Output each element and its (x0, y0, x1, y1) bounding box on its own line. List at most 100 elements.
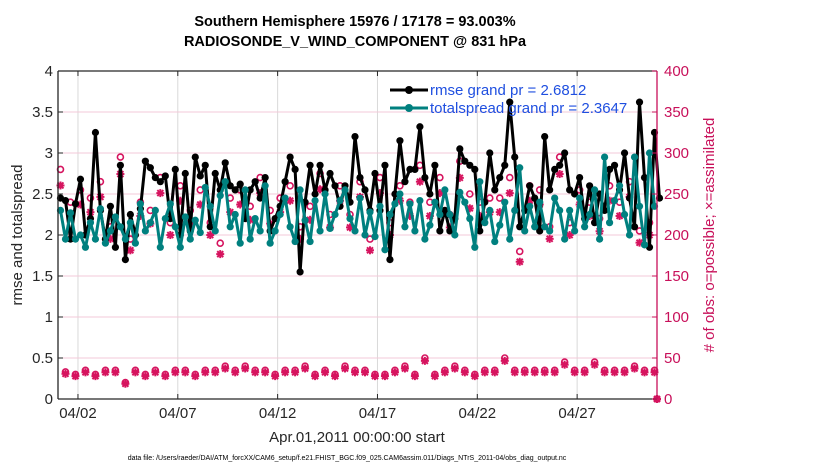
rmse-point (121, 256, 129, 264)
obs-assimilated-point (281, 368, 290, 377)
obs-assimilated-point (560, 360, 569, 369)
rmse-point (476, 227, 484, 235)
star-stroke (141, 372, 150, 380)
star-stroke (506, 189, 514, 197)
rmse-point (386, 256, 394, 264)
totalspread-point (396, 190, 404, 198)
obs-assimilated-point (540, 368, 549, 377)
obs-assimilated-point (216, 250, 225, 259)
star-stroke (331, 372, 339, 380)
star-stroke (171, 368, 180, 377)
obs-assimilated-point (271, 372, 280, 381)
obs-assimilated-point (166, 231, 175, 240)
chart-subtitle: RADIOSONDE_V_WIND_COMPONENT @ 831 hPa (184, 34, 527, 50)
totalspread-point (600, 153, 609, 161)
rmse-point (356, 174, 364, 182)
star-stroke (61, 370, 70, 378)
rmse-point (351, 133, 359, 141)
totalspread-point (640, 241, 649, 249)
x-tick-label: 04/22 (459, 405, 497, 422)
obs-assimilated-point (565, 231, 574, 240)
totalspread-point (181, 213, 189, 221)
star-stroke (540, 368, 549, 377)
y-right-tick-label: 0 (664, 391, 672, 408)
rmse-point (471, 165, 479, 173)
rmse-point (371, 169, 379, 178)
rmse-point (620, 149, 629, 157)
chart-title: Southern Hemisphere 15976 / 17178 = 93.0… (194, 14, 515, 30)
y-right-tick-label: 250 (664, 186, 689, 203)
rmse-point (106, 202, 115, 210)
totalspread-point (401, 223, 409, 231)
totalspread-point (556, 206, 564, 214)
rmse-point (635, 98, 644, 106)
star-stroke (560, 360, 569, 369)
obs-series (56, 153, 661, 403)
rmse-point (506, 98, 514, 106)
star-stroke (121, 380, 130, 388)
totalspread-point (76, 231, 85, 239)
totalspread-point (276, 210, 284, 219)
totalspread-point (156, 243, 164, 251)
obs-assimilated-point (555, 170, 564, 179)
totalspread-point (625, 231, 634, 239)
rmse-point (226, 182, 234, 190)
rmse-point (71, 200, 80, 208)
totalspread-point (246, 235, 254, 243)
totalspread-point (456, 188, 464, 196)
totalspread-point (481, 219, 489, 227)
star-stroke (261, 368, 269, 377)
rmse-point (171, 165, 179, 173)
y-tick-label: 0 (45, 391, 53, 408)
rmse-point (61, 196, 70, 205)
totalspread-point (426, 221, 434, 229)
rmse-point (531, 194, 539, 202)
totalspread-point (241, 186, 249, 194)
star-stroke (341, 364, 349, 373)
y-right-tick-label: 400 (664, 63, 689, 80)
obs-assimilated-point (351, 368, 360, 377)
star-stroke (291, 368, 299, 377)
totalspread-point (221, 178, 229, 186)
totalspread-point (106, 227, 115, 235)
totalspread-point (446, 210, 454, 219)
rmse-point (111, 243, 120, 251)
y-tick-label: 1 (45, 309, 53, 326)
rmse-point (211, 169, 219, 178)
totalspread-point (591, 186, 599, 194)
rmse-point (246, 186, 254, 194)
y-right-tick-label: 100 (664, 309, 689, 326)
obs-assimilated-point (450, 364, 459, 373)
obs-assimilated-point (121, 379, 130, 388)
totalspread-point (466, 215, 474, 223)
y-right-tick-label: 300 (664, 145, 689, 162)
star-stroke (565, 231, 574, 239)
rmse-series (56, 98, 664, 276)
star-stroke (191, 372, 199, 380)
y-right-tick-label: 350 (664, 104, 689, 121)
rmse-point (421, 174, 429, 182)
rmse-point (411, 165, 419, 173)
star-stroke (311, 372, 319, 380)
obs-possible-point (116, 153, 125, 161)
star-stroke (630, 364, 639, 373)
star-stroke (161, 372, 170, 380)
star-stroke (151, 368, 160, 377)
totalspread-point (406, 200, 414, 208)
obs-assimilated-point (580, 368, 589, 377)
rmse-point (151, 174, 159, 182)
obs-assimilated-point (520, 368, 529, 377)
obs-assimilated-point (206, 231, 215, 240)
star-stroke (321, 368, 329, 377)
y-tick-label: 2.5 (32, 186, 53, 203)
rmse-point (655, 194, 664, 202)
obs-possible-point (515, 247, 524, 256)
totalspread-point (650, 202, 659, 210)
totalspread-point (506, 235, 514, 243)
rmse-point (91, 128, 100, 137)
star-stroke (416, 177, 424, 186)
totalspread-point (71, 235, 80, 243)
rmse-point (161, 172, 169, 180)
rmse-point (501, 161, 509, 169)
rmse-point (326, 169, 334, 178)
